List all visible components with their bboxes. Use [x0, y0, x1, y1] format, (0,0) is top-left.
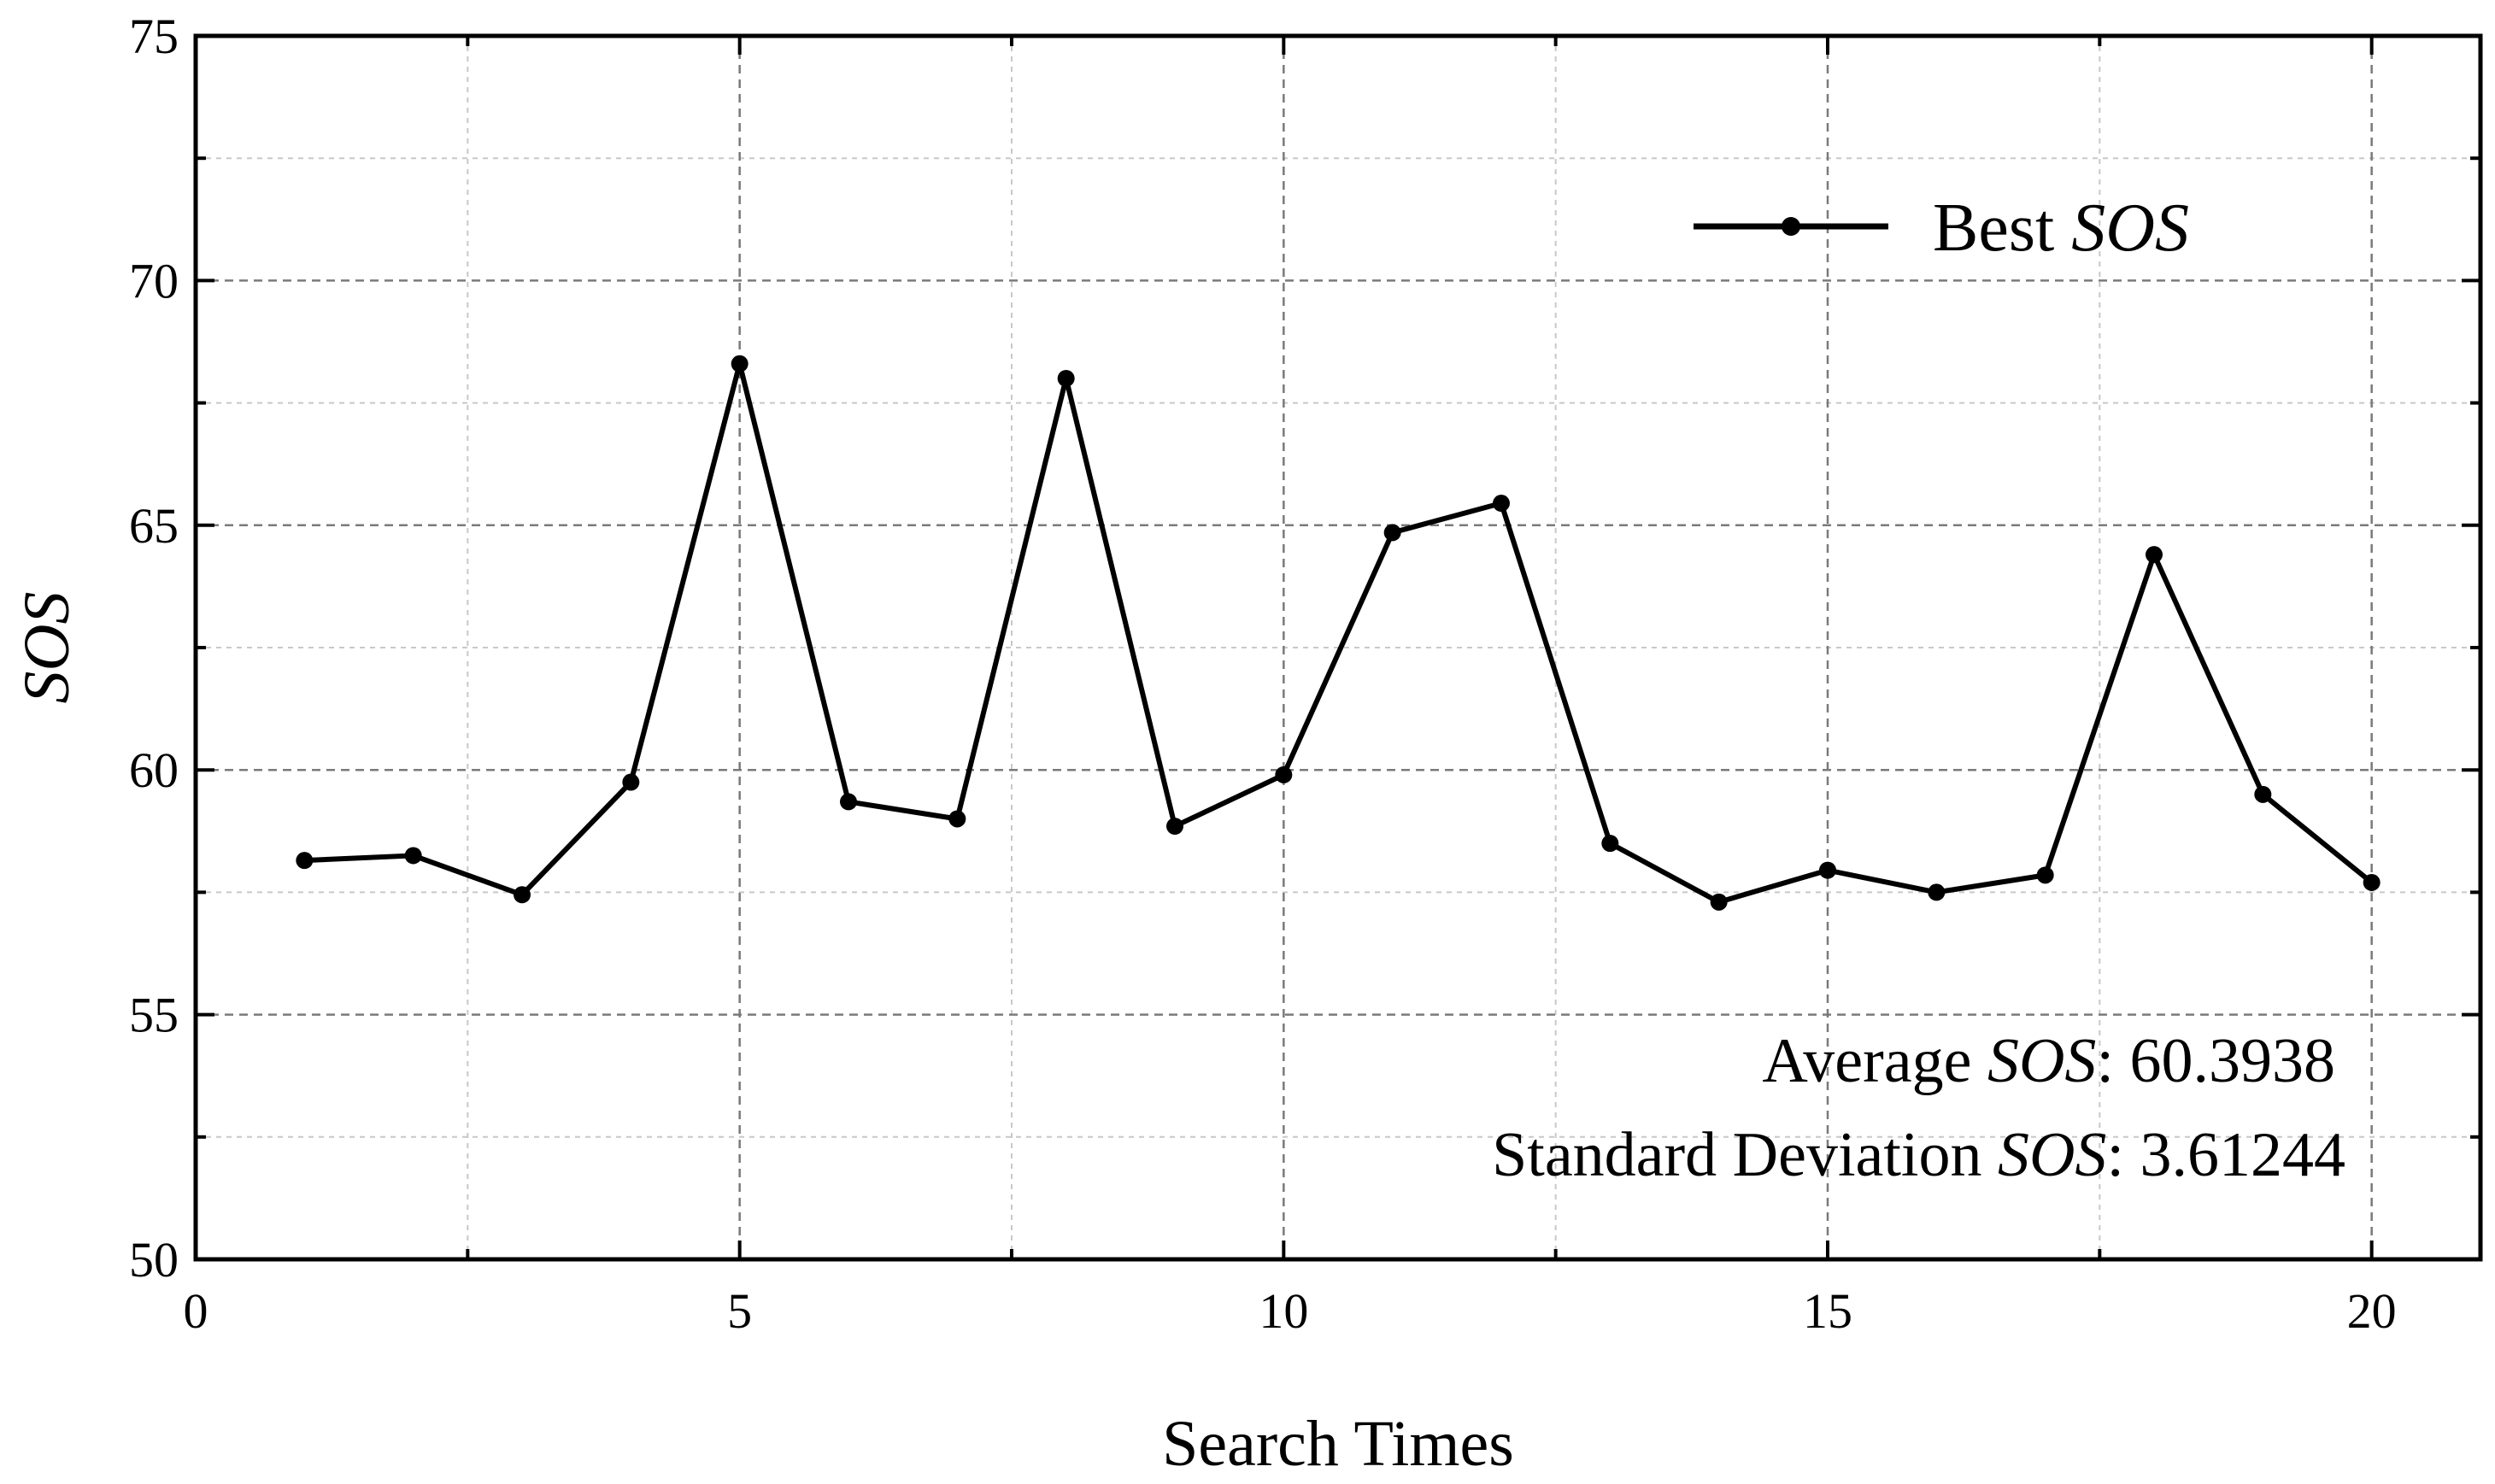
std-dev-value: : 3.61244: [2106, 1120, 2345, 1190]
x-tick-label: 10: [1259, 1283, 1308, 1339]
average-sos-annotation: Average SOS: 60.3938: [1762, 1026, 2335, 1096]
legend-label-metric: SOS: [2071, 191, 2189, 266]
average-label: Average: [1762, 1026, 1987, 1096]
legend: Best SOS: [1694, 191, 2189, 266]
average-metric: SOS: [1987, 1026, 2096, 1096]
legend-label-prefix: Best: [1933, 191, 2071, 266]
std-dev-label: Standard Deviation: [1492, 1120, 1998, 1190]
data-point: [296, 852, 314, 870]
data-point: [2254, 785, 2272, 803]
data-point: [1493, 495, 1510, 513]
y-axis-label: SOS: [11, 592, 83, 704]
legend-marker: [1782, 217, 1800, 236]
tick-labels: 0 5 10 15 20 50 55 60 65 70 75: [129, 9, 2397, 1339]
data-point: [1928, 883, 1946, 901]
data-point: [1166, 818, 1183, 836]
data-point: [2363, 873, 2381, 891]
series-layer: [296, 355, 2381, 911]
data-point: [840, 793, 857, 811]
plot-frame: [193, 33, 2483, 1262]
x-tick-label: 0: [184, 1283, 208, 1339]
data-point: [404, 847, 422, 865]
data-point: [2036, 866, 2054, 884]
data-point: [948, 810, 966, 828]
data-point: [1710, 893, 1728, 911]
data-point: [1601, 835, 1619, 853]
data-point: [1057, 369, 1075, 387]
data-point: [1383, 524, 1401, 542]
data-point: [1819, 861, 1836, 879]
x-axis-label: Search Times: [1162, 1408, 1514, 1480]
y-tick-label: 70: [129, 253, 179, 308]
std-dev-sos-annotation: Standard Deviation SOS: 3.61244: [1492, 1120, 2345, 1190]
x-tick-label: 15: [1803, 1283, 1852, 1339]
data-point: [1275, 765, 1293, 783]
x-tick-label: 5: [727, 1283, 752, 1339]
y-tick-label: 55: [129, 988, 179, 1043]
data-point: [622, 773, 640, 791]
major-gridlines: [196, 36, 2480, 1259]
y-tick-label: 65: [129, 498, 179, 554]
data-point: [2146, 546, 2163, 564]
y-tick-label: 60: [129, 742, 179, 798]
series-line: [304, 361, 2374, 905]
legend-label: Best SOS: [1933, 191, 2189, 266]
data-point: [514, 886, 531, 904]
average-value: : 60.3938: [2096, 1026, 2335, 1096]
y-tick-label: 50: [129, 1232, 179, 1288]
data-point: [731, 355, 748, 372]
y-tick-label: 75: [129, 9, 179, 64]
std-dev-metric: SOS: [1998, 1120, 2106, 1190]
x-tick-label: 20: [2347, 1283, 2397, 1339]
